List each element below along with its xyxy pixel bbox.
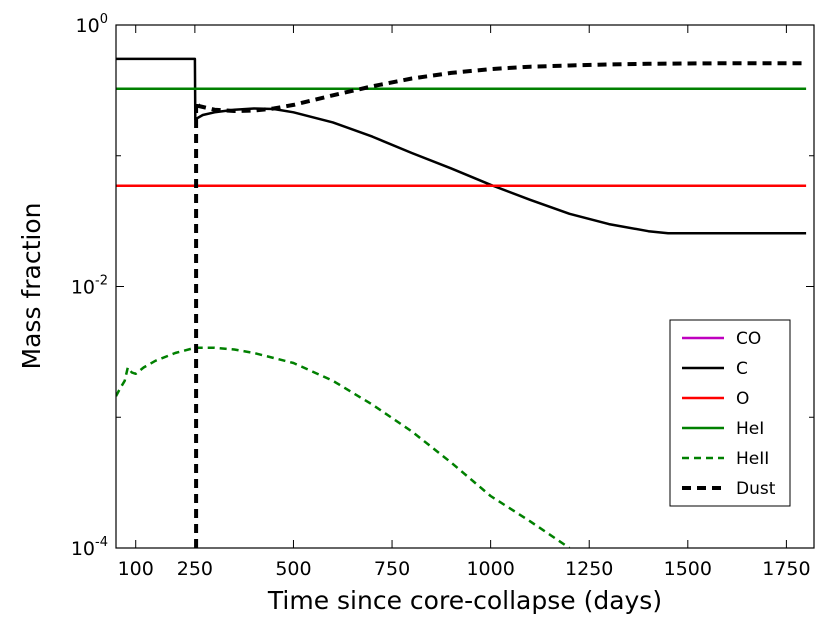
legend-label-co: CO (736, 329, 761, 349)
x-tick-label: 750 (374, 558, 410, 580)
y-axis-title: Mass fraction (17, 203, 46, 370)
x-tick-label: 500 (275, 558, 311, 580)
legend-label-heii: HeII (736, 449, 769, 469)
x-tick-label: 1750 (762, 558, 810, 580)
series-line-c (116, 57, 807, 235)
legend-label-dust: Dust (736, 479, 776, 499)
x-tick-label: 100 (118, 558, 154, 580)
legend-label-hei: HeI (736, 419, 764, 439)
legend: CO CO HeI HeII Dust (669, 319, 791, 507)
y-tick-label: 100 (76, 12, 108, 37)
legend-label-c: C (736, 359, 748, 379)
legend-box (669, 319, 791, 507)
legend-label-o: O (736, 389, 749, 409)
series-layer (116, 57, 807, 548)
y-tick-label: 10-2 (71, 274, 108, 299)
ticks-layer: 100 250 500 750 1000 1250 1500 1750 100 10-2 10-4 (71, 12, 814, 580)
y-tick-label: 10-4 (71, 535, 108, 560)
series-line-heii (116, 346, 571, 548)
x-tick-label: 1250 (565, 558, 613, 580)
x-tick-label: 250 (177, 558, 213, 580)
x-axis-title: Time since core-collapse (days) (267, 586, 662, 615)
x-tick-label: 1000 (466, 558, 514, 580)
series-line-dust (194, 61, 807, 548)
x-tick-label: 1500 (664, 558, 712, 580)
